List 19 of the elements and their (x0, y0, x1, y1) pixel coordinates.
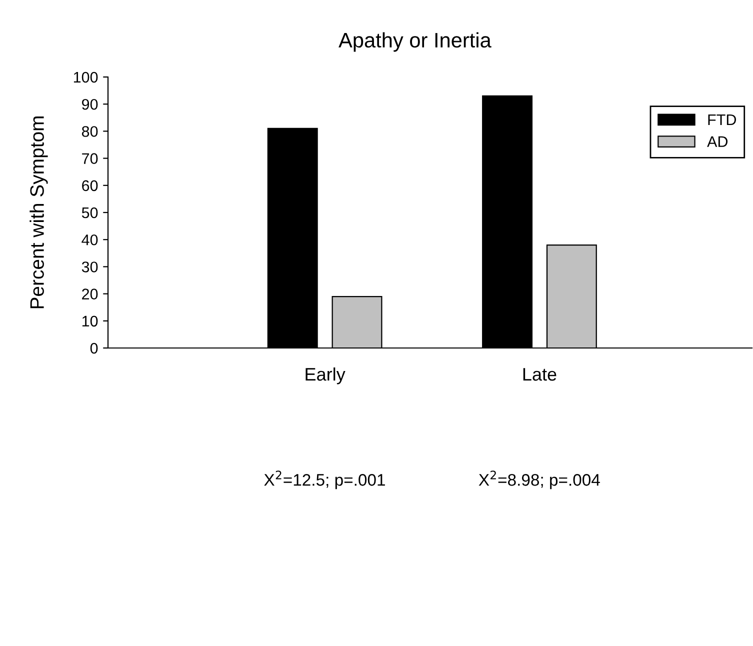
y-tick-label: 70 (82, 153, 98, 164)
y-tick-label: 80 (82, 126, 98, 137)
y-axis-title: Percent with Symptom (30, 116, 48, 308)
y-tick-label: 30 (82, 262, 98, 272)
y-tick-label: 50 (82, 207, 98, 218)
text: X$^{2}$=8.98; p=.004 (478, 470, 600, 490)
y-tick-label: 100 (74, 72, 98, 83)
y-tick-label: 60 (82, 180, 98, 192)
y-tick-label: 90 (82, 98, 98, 110)
text: X$^{2}$=12.5; p=.001 (264, 470, 385, 490)
y-tick-label: 20 (82, 288, 98, 300)
legend-label: FTD (708, 114, 736, 126)
y-tick-label: 10 (82, 316, 98, 327)
y-tick-label: 40 (82, 234, 98, 246)
legend-label: AD (707, 136, 728, 147)
x-tick-label: Early (306, 367, 346, 384)
y-tick-label: 0 (90, 342, 98, 354)
chart-title: Apathy or Inertia (338, 32, 492, 52)
x-tick-label: Late (523, 368, 556, 381)
